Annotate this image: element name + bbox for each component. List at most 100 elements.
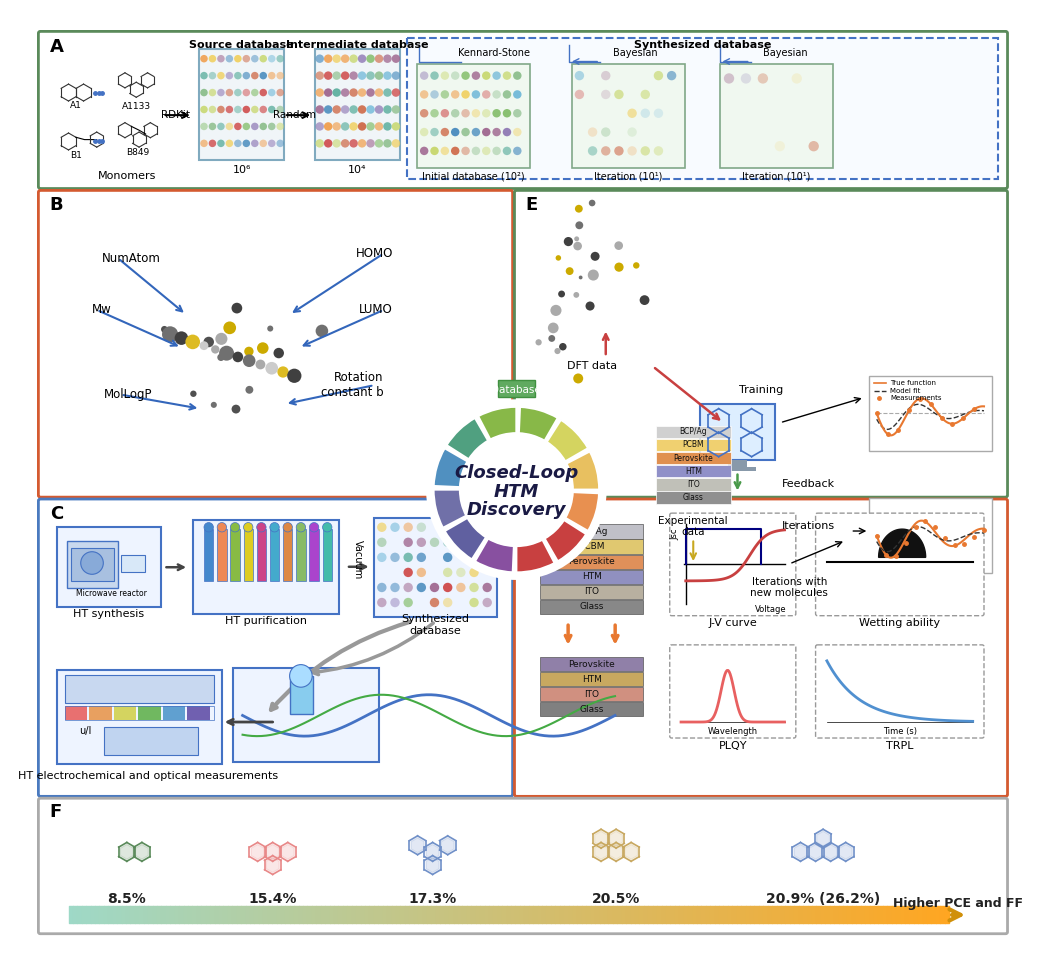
Bar [104,727,198,755]
Circle shape [462,109,470,117]
Circle shape [559,290,565,298]
Circle shape [493,128,501,136]
Circle shape [758,73,768,83]
Bar [114,706,137,720]
Polygon shape [610,832,623,846]
Circle shape [332,122,341,131]
Circle shape [591,251,599,261]
Circle shape [255,360,266,369]
Circle shape [548,335,555,342]
Circle shape [482,598,492,607]
Circle shape [341,72,349,80]
Circle shape [586,302,595,310]
Circle shape [243,72,250,79]
Circle shape [268,55,275,63]
Text: Glass: Glass [683,493,703,502]
Circle shape [357,54,367,63]
Circle shape [383,54,392,63]
Circle shape [223,321,237,335]
Polygon shape [120,844,133,860]
Circle shape [316,325,328,337]
Circle shape [575,221,584,229]
Circle shape [443,568,452,577]
Text: PLQY: PLQY [719,741,747,750]
Bar [407,38,998,179]
Circle shape [417,522,426,532]
Bar [193,519,339,614]
Circle shape [251,123,258,131]
Circle shape [456,522,466,532]
Text: PCBM: PCBM [683,440,704,450]
Wedge shape [547,420,588,461]
Circle shape [324,105,332,114]
Circle shape [332,88,341,97]
Text: HTM: HTM [685,467,701,476]
Circle shape [482,583,492,592]
Circle shape [375,122,383,131]
Circle shape [200,89,207,97]
Text: Perovskite: Perovskite [568,557,615,566]
Circle shape [200,123,207,131]
Circle shape [392,54,400,63]
Circle shape [430,128,439,136]
FancyBboxPatch shape [39,190,513,497]
Bar [497,380,536,397]
Text: Vacuum: Vacuum [353,540,364,579]
Circle shape [601,90,611,100]
Circle shape [251,89,258,97]
Bar [572,65,685,168]
Circle shape [332,72,341,80]
Text: Random: Random [273,110,316,120]
Circle shape [469,553,478,562]
Bar [374,518,497,617]
Bar [315,49,400,161]
Circle shape [163,326,178,342]
Text: Feedback: Feedback [782,479,835,489]
Text: Glass: Glass [579,705,603,714]
Circle shape [502,72,512,80]
Text: Database: Database [492,385,541,395]
Circle shape [441,72,449,80]
Circle shape [493,147,501,155]
Circle shape [212,345,220,354]
Bar [71,548,114,581]
Bar [57,527,160,607]
Text: B1: B1 [70,151,82,161]
Circle shape [276,89,284,97]
Text: Experimental
data: Experimental data [659,515,728,537]
Circle shape [472,90,480,99]
Polygon shape [610,844,623,860]
Bar [869,376,992,451]
Circle shape [383,72,392,80]
Text: Bayesian: Bayesian [613,48,658,58]
Circle shape [357,122,367,131]
Polygon shape [794,844,808,860]
Bar [121,555,145,572]
Circle shape [513,109,522,117]
Circle shape [443,583,452,592]
Circle shape [502,147,512,155]
Text: Iterations: Iterations [782,521,835,531]
Circle shape [641,90,650,100]
Text: 17.3%: 17.3% [408,892,456,906]
Wedge shape [545,520,587,561]
Text: Perovskite: Perovskite [673,454,713,462]
Circle shape [367,88,375,97]
Circle shape [208,105,217,113]
Circle shape [268,123,275,131]
Bar [244,529,253,581]
Circle shape [443,538,452,547]
Text: HTM: HTM [581,675,601,684]
Circle shape [383,88,392,97]
Circle shape [640,295,649,305]
Text: 10⁶: 10⁶ [232,164,251,175]
Bar [655,491,730,504]
Text: True function: True function [890,380,936,386]
Circle shape [615,242,623,249]
Circle shape [589,200,595,206]
Circle shape [357,105,367,114]
Text: ITO: ITO [687,480,699,489]
Circle shape [259,139,267,147]
Wedge shape [475,539,514,572]
Circle shape [383,122,392,131]
